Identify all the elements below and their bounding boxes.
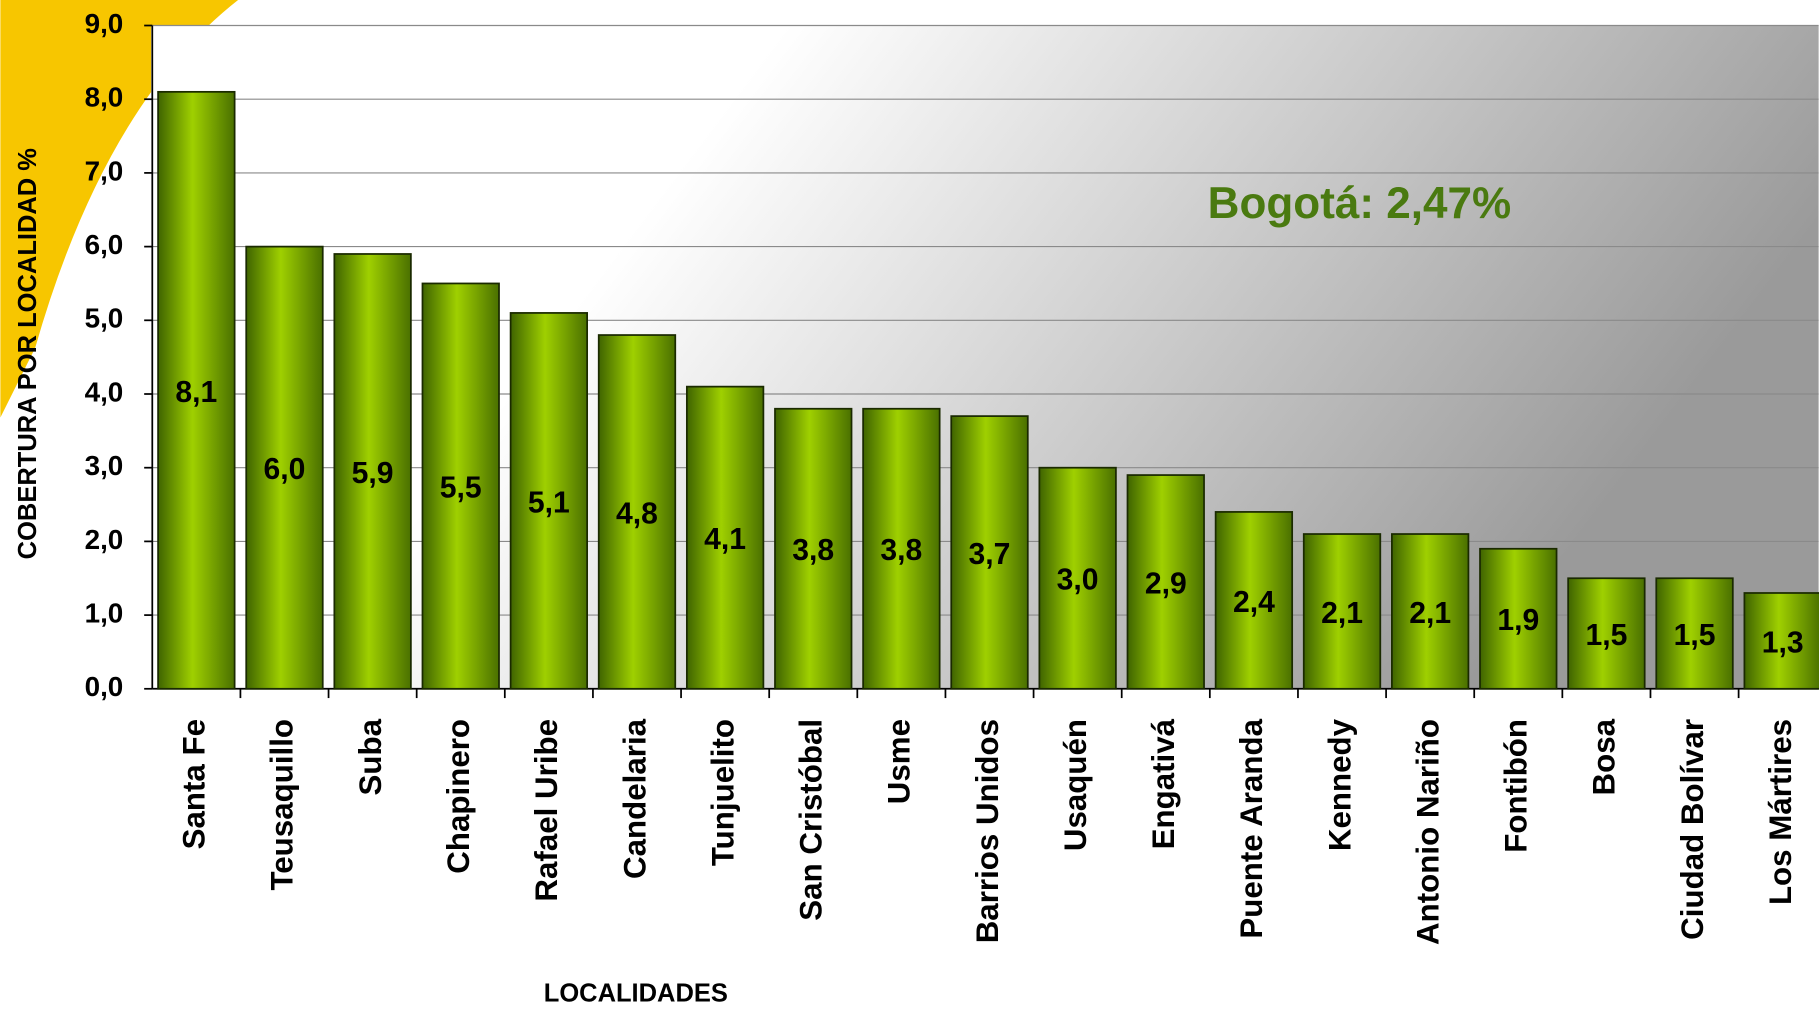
data-label: 5,1 [528,486,570,519]
data-label: 2,9 [1145,567,1187,600]
bar [509,312,589,690]
bar [1743,592,1819,690]
x-axis-title: LOCALIDADES [544,980,728,1008]
data-label: 3,7 [969,538,1011,571]
data-label: 1,5 [1674,619,1716,652]
x-tick-label: Los Mártires [1763,719,1798,905]
annotation: Bogotá: 2,47% [1208,179,1512,228]
bar [1126,474,1205,690]
data-label: 5,5 [440,472,482,505]
y-tick-label: 2,0 [85,524,124,555]
y-tick-label: 1,0 [85,597,124,628]
y-tick-label: 9,0 [85,8,124,39]
data-label: 2,4 [1233,586,1275,619]
bar [245,245,324,690]
y-tick-label: 7,0 [85,155,124,186]
bar [685,385,765,690]
data-label: 1,9 [1497,604,1539,637]
y-tick-label: 5,0 [85,303,124,334]
x-tick-label: Bosa [1587,718,1622,795]
decoration [0,0,239,418]
bar [950,415,1029,690]
x-tick-label: Teusaquillo [265,719,300,891]
data-label: 5,9 [352,457,394,490]
x-tick-label: Usaquén [1058,719,1093,851]
bar [597,334,677,690]
x-tick-label: Rafael Uribe [529,719,564,902]
bar [1038,466,1117,690]
bar [1214,511,1294,690]
data-label: 6,0 [264,453,306,486]
x-tick-label: Kennedy [1322,718,1357,851]
y-tick-label: 3,0 [85,450,124,481]
data-label: 3,0 [1057,564,1099,597]
x-tick-label: Santa Fe [177,719,212,849]
data-label: 4,1 [704,523,746,556]
x-tick-label: Engativá [1146,718,1181,849]
y-tick-label: 6,0 [85,229,124,260]
data-label: 1,3 [1762,626,1804,659]
y-tick-label: 0,0 [85,671,124,702]
bar [1391,533,1470,690]
data-label: 3,8 [880,534,922,567]
bar [1479,547,1558,690]
bar [862,407,941,690]
data-label: 3,8 [792,534,834,567]
bar [1302,533,1382,690]
x-tick-label: Antonio Nariño [1410,719,1445,945]
x-tick-label: Barrios Unidos [970,719,1005,943]
data-label: 2,1 [1321,597,1363,630]
bar [157,90,236,690]
x-tick-label: Usme [882,719,917,804]
x-tick-label: Chapinero [441,719,476,874]
y-tick-label: 8,0 [85,82,124,113]
bar [1655,577,1734,690]
x-tick-label: San Cristóbal [794,719,829,921]
x-tick-label: Candelaria [617,718,652,879]
data-label: 2,1 [1409,597,1451,630]
x-tick-label: Fontibón [1499,719,1534,853]
bar [1567,577,1646,690]
y-axis-title: COBERTURA POR LOCALIDAD % [14,148,42,559]
x-tick-label: Puente Aranda [1234,718,1269,938]
bar [774,407,853,690]
x-tick-label: Suba [353,718,388,795]
data-label: 4,8 [616,497,658,530]
x-tick-label: Ciudad Bolívar [1675,719,1710,940]
x-tick-label: Tunjuelito [705,719,740,866]
bar [421,282,500,690]
y-tick-label: 4,0 [85,376,124,407]
data-label: 1,5 [1585,619,1627,652]
bar [333,253,412,690]
data-label: 8,1 [175,376,217,409]
